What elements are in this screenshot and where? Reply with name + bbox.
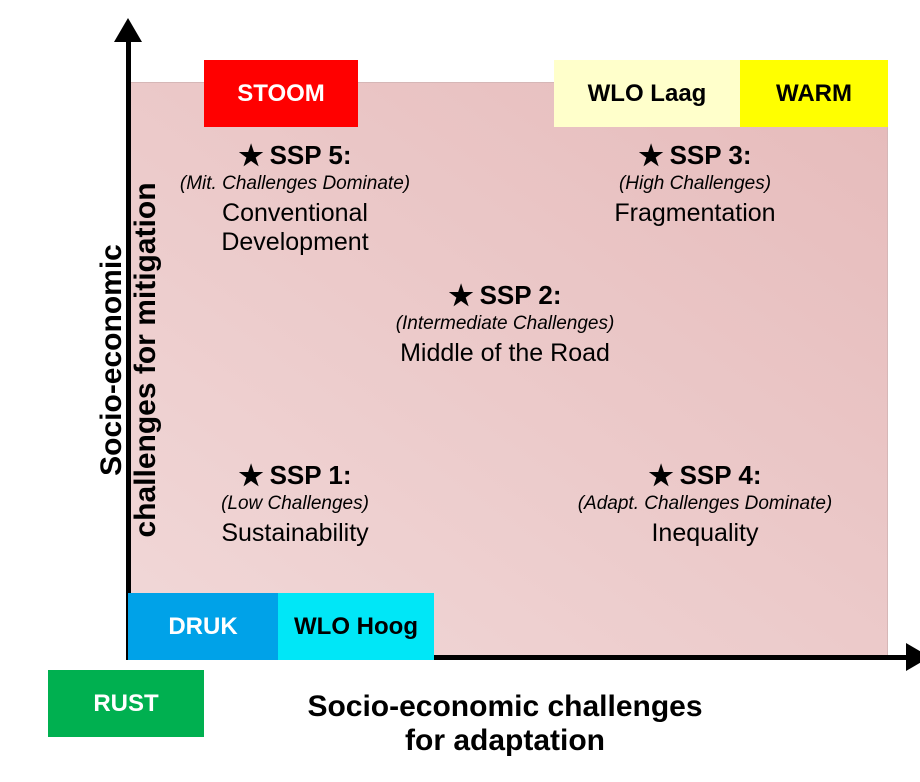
x-axis-arrow xyxy=(906,643,920,671)
ssp-subtitle: (Adapt. Challenges Dominate) xyxy=(540,493,870,515)
ssp3-node: ★ SSP 3: (High Challenges) Fragmentation xyxy=(540,140,850,228)
y-axis-arrow xyxy=(114,18,142,42)
badge-label: RUST xyxy=(93,690,158,718)
ssp-name: Middle of the Road xyxy=(335,339,675,368)
badge-rust: RUST xyxy=(48,670,204,737)
ssp-title: SSP 1: xyxy=(270,460,352,491)
x-axis-label: Socio-economic challenges for adaptation xyxy=(225,690,785,758)
ssp-subtitle: (Intermediate Challenges) xyxy=(335,313,675,335)
badge-label: DRUK xyxy=(168,613,237,641)
badge-label: WARM xyxy=(776,80,852,108)
ssp1-node: ★ SSP 1: (Low Challenges) Sustainability xyxy=(140,460,450,548)
badge-druk: DRUK xyxy=(128,593,278,660)
ssp-subtitle: (High Challenges) xyxy=(540,173,850,195)
ssp2-node: ★ SSP 2: (Intermediate Challenges) Middl… xyxy=(335,280,675,368)
ssp-name: Sustainability xyxy=(140,519,450,548)
star-icon: ★ xyxy=(638,142,663,170)
ssp-subtitle: (Mit. Challenges Dominate) xyxy=(140,173,450,195)
badge-wlo-laag: WLO Laag xyxy=(554,60,740,127)
ssp-subtitle: (Low Challenges) xyxy=(140,493,450,515)
ssp-name: Fragmentation xyxy=(540,199,850,228)
ssp-title: SSP 3: xyxy=(670,140,752,171)
diagram-stage: Socio-economic challenges for mitigation… xyxy=(0,0,920,782)
star-icon: ★ xyxy=(238,462,263,490)
badge-label: STOOM xyxy=(237,80,325,108)
ssp4-node: ★ SSP 4: (Adapt. Challenges Dominate) In… xyxy=(540,460,870,548)
ssp5-node: ★ SSP 5: (Mit. Challenges Dominate) Conv… xyxy=(140,140,450,257)
ssp-name: Inequality xyxy=(540,519,870,548)
star-icon: ★ xyxy=(648,462,673,490)
badge-label: WLO Hoog xyxy=(294,613,418,641)
ssp-title: SSP 4: xyxy=(680,460,762,491)
badge-wlo-hoog: WLO Hoog xyxy=(278,593,434,660)
star-icon: ★ xyxy=(448,282,473,310)
ssp-title: SSP 2: xyxy=(480,280,562,311)
star-icon: ★ xyxy=(238,142,263,170)
badge-stoom: STOOM xyxy=(204,60,358,127)
ssp-title: SSP 5: xyxy=(270,140,352,171)
ssp-name: Conventional Development xyxy=(140,199,450,257)
badge-label: WLO Laag xyxy=(588,80,707,108)
badge-warm: WARM xyxy=(740,60,888,127)
